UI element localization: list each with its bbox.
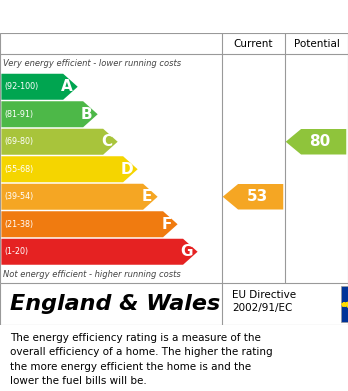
Text: G: G [180,244,193,259]
Text: (69-80): (69-80) [4,137,33,146]
Polygon shape [1,129,118,155]
Text: The energy efficiency rating is a measure of the
overall efficiency of a home. T: The energy efficiency rating is a measur… [10,333,273,386]
Text: F: F [161,217,172,232]
Text: EU Directive
2002/91/EC: EU Directive 2002/91/EC [232,290,296,314]
Polygon shape [223,184,283,210]
Text: D: D [120,162,133,177]
Text: (92-100): (92-100) [4,82,38,91]
Text: Not energy efficient - higher running costs: Not energy efficient - higher running co… [3,270,181,279]
Text: (39-54): (39-54) [4,192,33,201]
Polygon shape [1,74,78,100]
Text: (1-20): (1-20) [4,247,28,256]
Text: Energy Efficiency Rating: Energy Efficiency Rating [10,7,239,25]
Polygon shape [1,156,138,182]
Text: Potential: Potential [294,39,339,48]
Text: Current: Current [234,39,273,48]
Text: Very energy efficient - lower running costs: Very energy efficient - lower running co… [3,59,182,68]
Text: C: C [101,134,112,149]
Bar [341,286,348,322]
Text: (21-38): (21-38) [4,220,33,229]
Polygon shape [1,211,177,237]
Polygon shape [1,184,158,210]
Polygon shape [286,129,346,154]
Text: B: B [81,107,93,122]
Text: 80: 80 [309,134,331,149]
Text: E: E [142,189,152,204]
Text: A: A [61,79,73,94]
Text: (55-68): (55-68) [4,165,33,174]
Polygon shape [1,239,198,265]
Text: England & Wales: England & Wales [10,294,221,314]
Polygon shape [1,101,98,127]
Text: (81-91): (81-91) [4,110,33,119]
Text: 53: 53 [246,189,268,204]
